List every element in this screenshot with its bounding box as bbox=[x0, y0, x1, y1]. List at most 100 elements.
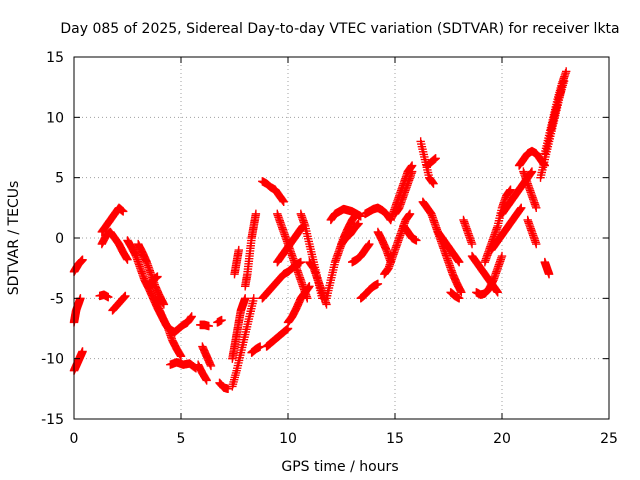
data-point bbox=[153, 272, 162, 281]
y-tick-label: 10 bbox=[46, 110, 64, 126]
series-arc-11 bbox=[166, 358, 201, 373]
series-arc-25 bbox=[273, 209, 312, 303]
series-arc-17 bbox=[213, 315, 226, 327]
data-point bbox=[527, 167, 537, 176]
data-point bbox=[204, 321, 214, 331]
data-point bbox=[506, 185, 515, 194]
data-point bbox=[202, 376, 211, 385]
series-arc-56 bbox=[540, 257, 554, 279]
series-arc-10 bbox=[151, 294, 186, 361]
data-point bbox=[123, 255, 132, 264]
data-point bbox=[407, 167, 417, 176]
series-arc-55 bbox=[523, 215, 541, 249]
data-point bbox=[283, 324, 293, 333]
y-tick-label: 0 bbox=[55, 231, 64, 247]
data-point bbox=[497, 251, 507, 261]
x-tick-labels: 0 5 10 15 20 25 bbox=[70, 431, 618, 447]
series-arc-34 bbox=[348, 239, 374, 267]
data-point bbox=[223, 384, 233, 394]
series-arc-16 bbox=[215, 378, 233, 394]
data-point bbox=[251, 209, 261, 219]
data-point bbox=[365, 239, 374, 249]
chart-title: Day 085 of 2025, Sidereal Day-to-day VTE… bbox=[60, 21, 619, 37]
series-arc-24 bbox=[258, 177, 288, 206]
x-tick-label: 10 bbox=[279, 431, 297, 447]
y-tick-label: 5 bbox=[55, 171, 64, 187]
series-arc-45 bbox=[433, 227, 464, 267]
series-arc-20 bbox=[230, 245, 243, 279]
data-point bbox=[159, 300, 169, 309]
series-arc-28 bbox=[262, 324, 293, 351]
series-arc-14 bbox=[196, 320, 214, 331]
data-point bbox=[356, 212, 365, 221]
y-tick-label: 15 bbox=[46, 50, 64, 66]
data-points bbox=[69, 67, 571, 394]
series-arc-15 bbox=[198, 342, 216, 371]
series-arc-40 bbox=[390, 167, 417, 219]
series-arc-43 bbox=[422, 154, 440, 170]
y-tick-label: -5 bbox=[50, 291, 64, 307]
series-arc-02 bbox=[69, 294, 85, 327]
data-point bbox=[562, 67, 571, 76]
x-tick-label: 15 bbox=[386, 431, 404, 447]
axis-ticks bbox=[73, 56, 610, 420]
data-point bbox=[187, 312, 196, 321]
data-point bbox=[206, 361, 216, 371]
data-point bbox=[455, 294, 464, 303]
data-point bbox=[78, 347, 87, 356]
series-arc-33 bbox=[337, 219, 363, 249]
data-point bbox=[412, 236, 421, 245]
series-arc-46 bbox=[446, 288, 464, 303]
data-point bbox=[467, 239, 477, 249]
data-point bbox=[104, 292, 113, 302]
series-arc-48 bbox=[467, 251, 502, 297]
data-point bbox=[532, 203, 541, 213]
y-tick-label: -15 bbox=[41, 412, 64, 428]
series-arc-27 bbox=[283, 282, 314, 327]
data-point bbox=[234, 245, 243, 255]
x-tick-label: 0 bbox=[70, 431, 79, 447]
data-point bbox=[544, 270, 554, 279]
data-point bbox=[559, 76, 569, 86]
y-tick-labels: -15 -10 -5 0 5 10 15 bbox=[41, 50, 64, 428]
x-tick-label: 20 bbox=[493, 431, 511, 447]
data-point bbox=[517, 203, 526, 213]
data-point bbox=[305, 282, 314, 291]
data-point bbox=[241, 294, 250, 303]
series-arc-37 bbox=[356, 279, 383, 303]
series-arc-06 bbox=[95, 290, 113, 302]
series-arc-22 bbox=[247, 342, 265, 357]
data-point bbox=[249, 294, 258, 303]
series-arc-54 bbox=[519, 167, 541, 213]
x-tick-label: 5 bbox=[177, 431, 186, 447]
series-arc-19 bbox=[228, 294, 250, 363]
data-point bbox=[78, 255, 87, 264]
series-arc-04 bbox=[97, 203, 128, 237]
series-arc-05 bbox=[97, 227, 132, 264]
series-arc-32 bbox=[326, 204, 365, 225]
x-tick-label: 25 bbox=[600, 431, 618, 447]
data-point bbox=[354, 219, 363, 228]
series-arc-51 bbox=[487, 203, 526, 255]
series-arc-13 bbox=[193, 360, 211, 385]
data-point bbox=[457, 288, 466, 297]
y-tick-label: -10 bbox=[41, 352, 64, 368]
data-point bbox=[493, 288, 502, 297]
data-point bbox=[455, 257, 464, 267]
series-arc-42 bbox=[416, 137, 438, 188]
series-arc-09 bbox=[134, 239, 169, 309]
data-point bbox=[176, 352, 186, 361]
series-arc-47 bbox=[459, 215, 477, 249]
series-arc-21 bbox=[241, 209, 261, 291]
x-axis-label: GPS time / hours bbox=[281, 459, 398, 475]
data-point bbox=[429, 179, 438, 188]
data-point bbox=[405, 209, 415, 219]
data-point bbox=[279, 197, 288, 206]
series-arc-12 bbox=[144, 272, 162, 291]
series-arc-07 bbox=[108, 291, 130, 315]
series-arc-26 bbox=[273, 221, 308, 267]
series-arc-59 bbox=[547, 76, 569, 134]
data-point bbox=[373, 279, 383, 289]
